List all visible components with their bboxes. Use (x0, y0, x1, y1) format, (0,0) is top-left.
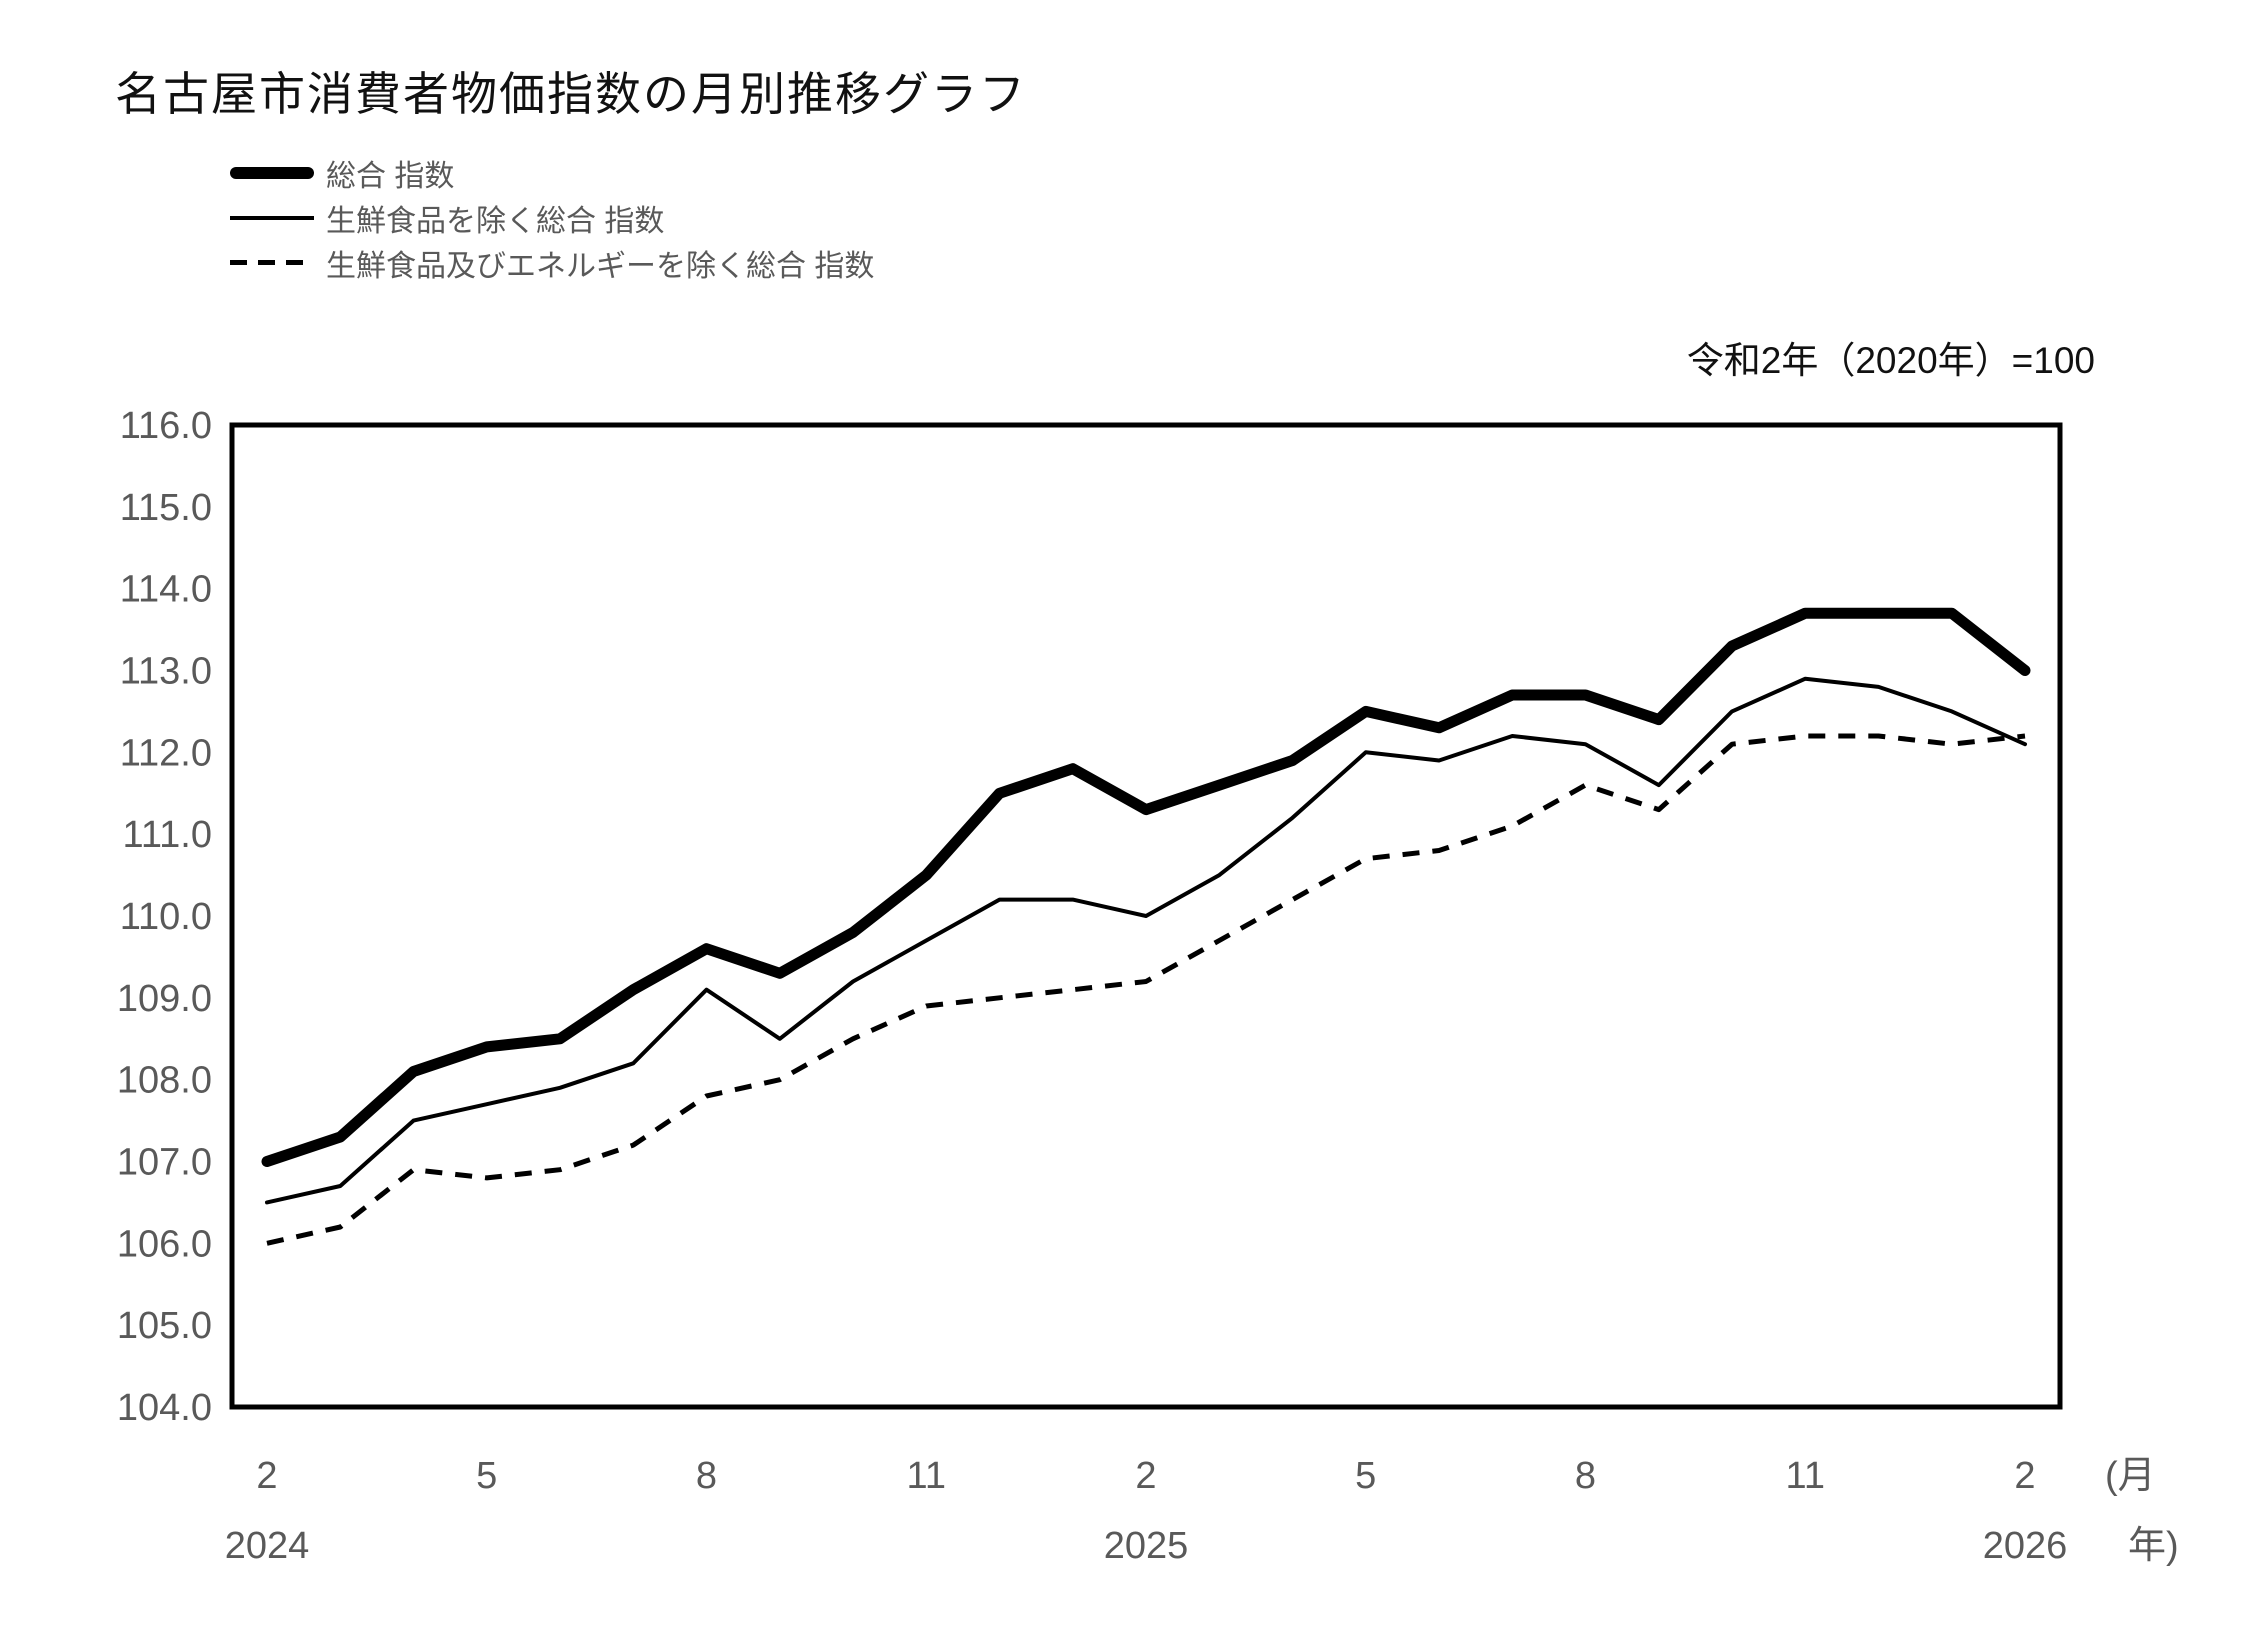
x-axis-month-label: 2 (2014, 1455, 2035, 1497)
x-axis-month-label: 11 (907, 1455, 946, 1497)
plot-area-border (229, 422, 2063, 1410)
x-axis-year-label: 2025 (1104, 1525, 1189, 1567)
legend-label: 総合 指数 (326, 159, 455, 193)
y-axis-tick-label: 110.0 (120, 896, 212, 938)
y-axis-tick-label: 112.0 (120, 732, 212, 774)
thick-line-swatch-icon (230, 166, 314, 179)
thin-line-swatch-icon (230, 215, 314, 220)
dashed-line-swatch-icon (230, 260, 314, 265)
y-axis-tick-label: 106.0 (117, 1223, 212, 1265)
chart-legend: 総合 指数 生鮮食品を除く総合 指数 生鮮食品及びエネルギーを除く総合 指数 (230, 150, 874, 285)
y-axis-tick-label: 115.0 (120, 487, 212, 529)
legend-item-ex-fresh: 生鮮食品を除く総合 指数 (230, 195, 874, 240)
x-axis-month-label: 5 (1355, 1455, 1376, 1497)
series-line-0 (261, 607, 2031, 1167)
y-axis-tick-label: 111.0 (123, 814, 212, 856)
series-line-2 (266, 733, 2026, 1246)
x-axis-year-label: 2024 (225, 1525, 310, 1567)
series-line-1 (265, 676, 2027, 1205)
legend-label: 生鮮食品を除く総合 指数 (326, 204, 665, 238)
y-axis-tick-label: 109.0 (117, 978, 212, 1020)
x-axis-month-label: 8 (1575, 1455, 1596, 1497)
chart-title: 名古屋市消費者物価指数の月別推移グラフ (115, 68, 1027, 120)
y-axis-tick-label: 114.0 (120, 569, 212, 611)
x-axis-month-label: 8 (696, 1455, 717, 1497)
x-axis-month-label: 5 (476, 1455, 497, 1497)
y-axis-tick-label: 104.0 (117, 1387, 212, 1429)
y-axis-tick-label: 116.0 (120, 405, 212, 447)
legend-item-sougou: 総合 指数 (230, 150, 874, 195)
y-axis-tick-label: 113.0 (120, 651, 212, 693)
x-axis-month-label: 11 (1786, 1455, 1825, 1497)
legend-label: 生鮮食品及びエネルギーを除く総合 指数 (326, 249, 875, 283)
x-axis-month-label: 2 (256, 1455, 277, 1497)
y-axis-tick-label: 107.0 (117, 1142, 212, 1184)
x-axis-year-label: 2026 (1983, 1525, 2068, 1567)
x-axis-unit-month: (月 (2105, 1455, 2156, 1497)
base-year-note: 令和2年（2020年）=100 (1686, 340, 2095, 381)
y-axis-tick-label: 105.0 (117, 1305, 212, 1347)
x-axis-month-label: 2 (1135, 1455, 1156, 1497)
y-axis-tick-label: 108.0 (117, 1060, 212, 1102)
legend-item-ex-fresh-energy: 生鮮食品及びエネルギーを除く総合 指数 (230, 240, 874, 285)
x-axis-unit-year: 年) (2128, 1525, 2179, 1567)
